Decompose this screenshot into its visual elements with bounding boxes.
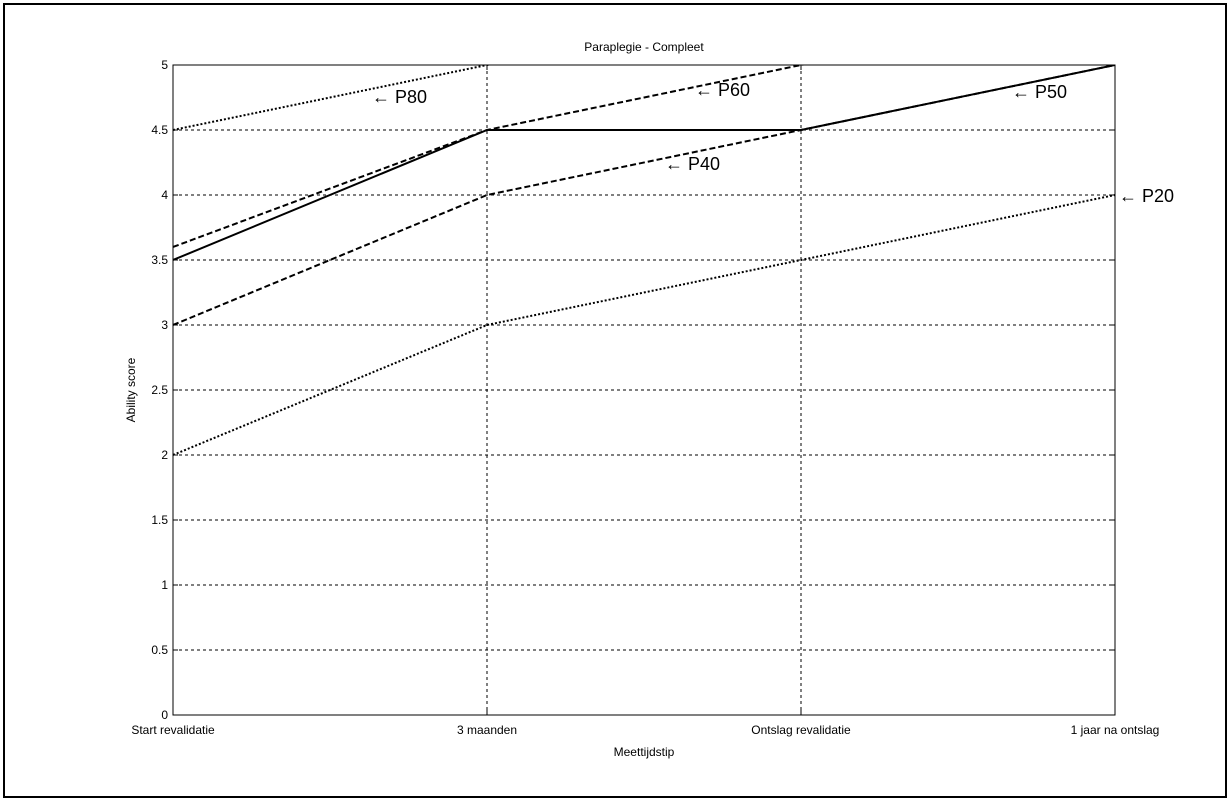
y-tick-label: 4.5 — [151, 123, 168, 137]
series-layer — [173, 65, 1115, 456]
series-line-p60 — [173, 65, 806, 248]
y-tick-label: 5 — [161, 58, 168, 72]
x-axis-label: Meettijdstip — [614, 745, 675, 759]
x-tick-label: Ontslag revalidatie — [751, 723, 851, 737]
chart-title: Paraplegie - Compleet — [584, 40, 704, 54]
y-tick-label: 3.5 — [151, 253, 168, 267]
series-label-p50: ← P50 — [1012, 82, 1067, 102]
series-labels: ← P80 ← P60 ← P50 ← P40 ← P20 — [372, 80, 1174, 206]
x-axis: Start revalidatie 3 maanden Ontslag revali… — [131, 65, 1159, 737]
y-tick-label: 3 — [161, 318, 168, 332]
y-tick-label: 0.5 — [151, 643, 168, 657]
y-tick-label: 4 — [161, 188, 168, 202]
series-line-p20 — [173, 194, 1115, 456]
y-tick-label: 2 — [161, 448, 168, 462]
y-axis: 0 0.5 1 1.5 2 2.5 3 3.5 4 4.5 5 — [151, 58, 1115, 722]
y-tick-label: 0 — [161, 708, 168, 722]
series-label-p40: ← P40 — [665, 154, 720, 174]
series-line-p40 — [173, 65, 1115, 326]
series-label-p60: ← P60 — [695, 80, 750, 100]
y-axis-label: Ability score — [124, 357, 138, 422]
y-tick-label: 1.5 — [151, 513, 168, 527]
series-label-p80: ← P80 — [372, 87, 427, 107]
x-tick-label: 1 jaar na ontslag — [1071, 723, 1160, 737]
x-tick-label: Start revalidatie — [131, 723, 215, 737]
x-tick-label: 3 maanden — [457, 723, 517, 737]
series-line-p80 — [173, 65, 492, 131]
y-tick-label: 2.5 — [151, 383, 168, 397]
series-label-p20: ← P20 — [1119, 186, 1174, 206]
y-tick-label: 1 — [161, 578, 168, 592]
